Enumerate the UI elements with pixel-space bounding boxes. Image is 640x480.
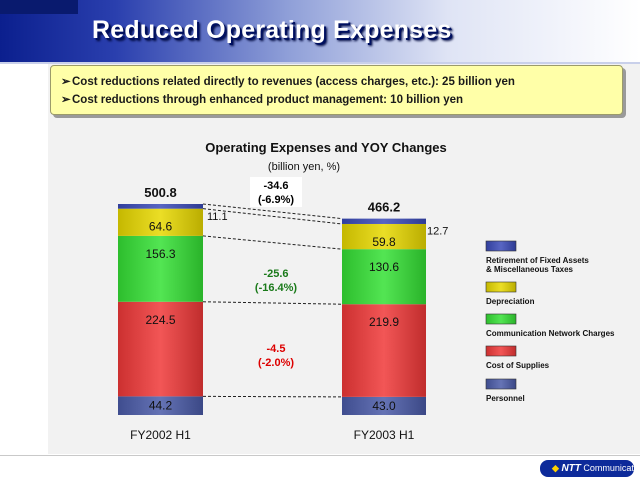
slide-title: Reduced Operating Expenses xyxy=(92,16,452,44)
banner-corner xyxy=(0,0,78,14)
value-label: 12.7 xyxy=(427,226,448,238)
value-label: 11.1 xyxy=(207,211,228,223)
annotation-text: -25.6 xyxy=(263,268,288,280)
value-label: 44.2 xyxy=(149,399,173,413)
bar-segment xyxy=(118,396,203,415)
legend-label: Cost of Supplies xyxy=(486,361,550,370)
bar-segment xyxy=(118,208,203,236)
connector-line xyxy=(202,235,343,250)
legend-swatch xyxy=(485,281,517,293)
total-label: 500.8 xyxy=(144,185,177,200)
chart-title: Operating Expenses and YOY Changes xyxy=(205,140,447,155)
category-label: FY2003 H1 xyxy=(354,428,415,442)
bullet-arrow-icon: ➢ xyxy=(61,76,71,88)
bar-segment xyxy=(342,249,426,305)
bar-segment xyxy=(118,204,203,209)
bar-segment xyxy=(342,218,426,224)
annotation-text: (-6.9%) xyxy=(258,194,294,206)
value-label: 59.8 xyxy=(372,235,396,249)
legend-label: Depreciation xyxy=(486,297,535,306)
value-label: 224.5 xyxy=(145,313,175,327)
bar-segment xyxy=(342,304,426,397)
bullet-item: ➢Cost reductions related directly to rev… xyxy=(61,73,622,91)
bullet-text: Cost reductions related directly to reve… xyxy=(72,76,515,88)
legend-label: & Miscellaneous Taxes xyxy=(486,265,574,274)
annotation-text: (-2.0%) xyxy=(258,357,294,369)
connector-line xyxy=(202,208,343,225)
summary-box: ➢Cost reductions related directly to rev… xyxy=(50,65,623,115)
legend-swatch xyxy=(485,240,517,252)
connector-line xyxy=(202,203,343,220)
stacked-bar-chart: Operating Expenses and YOY Changes (billi… xyxy=(118,140,615,442)
category-label: FY2002 H1 xyxy=(130,428,191,442)
total-label: 466.2 xyxy=(368,200,401,215)
annotation-text: (-16.4%) xyxy=(255,282,298,294)
value-label: 64.6 xyxy=(149,220,173,234)
bullet-text: Cost reductions through enhanced product… xyxy=(72,94,464,106)
value-label: 43.0 xyxy=(372,399,396,413)
value-label: 156.3 xyxy=(145,247,175,261)
legend-label: Retirement of Fixed Assets xyxy=(486,256,589,265)
footer-divider xyxy=(0,455,640,456)
logo-brand: NTT xyxy=(561,463,581,474)
bar-segment xyxy=(342,396,426,415)
value-label: 219.9 xyxy=(369,315,399,329)
legend-label: Communication Network Charges xyxy=(486,329,615,338)
bar-segment xyxy=(118,301,203,397)
legend-swatch xyxy=(485,313,517,325)
value-label: 130.6 xyxy=(369,260,399,274)
bullet-arrow-icon: ➢ xyxy=(61,94,71,106)
chart-subtitle: (billion yen, %) xyxy=(268,161,340,173)
legend-swatch xyxy=(485,378,517,390)
connector-line xyxy=(202,395,343,398)
logo-swoosh-icon: ◆ xyxy=(552,463,559,473)
bar-segment xyxy=(342,223,426,250)
annotation-text: -4.5 xyxy=(267,343,286,355)
legend-label: Personnel xyxy=(486,394,525,403)
bullet-item: ➢Cost reductions through enhanced produc… xyxy=(61,91,622,109)
header-divider xyxy=(0,62,640,64)
annotation-text: -34.6 xyxy=(263,180,288,192)
title-banner xyxy=(0,0,640,62)
bar-segment xyxy=(118,235,203,302)
legend-swatch xyxy=(485,345,517,357)
annotation-box xyxy=(250,177,302,207)
logo-suffix: Communications xyxy=(583,463,634,473)
connector-line xyxy=(202,301,343,305)
company-logo: ◆ NTT Communications xyxy=(540,460,634,477)
